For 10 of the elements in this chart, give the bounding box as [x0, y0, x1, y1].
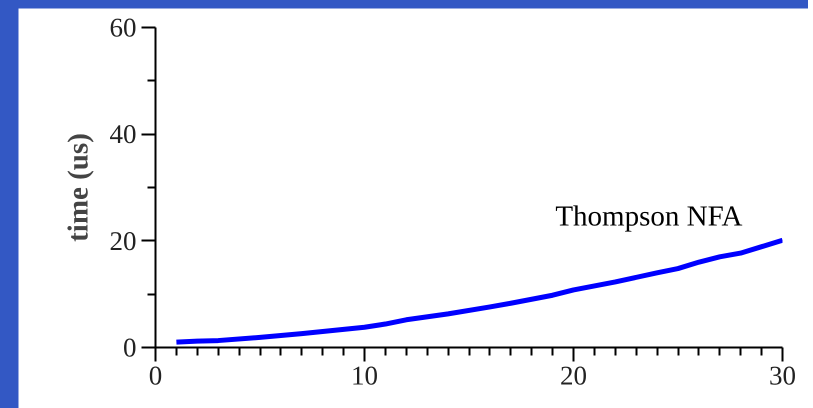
x-tick-label: 20: [560, 360, 587, 390]
y-tick-label: 60: [110, 12, 136, 42]
y-axis-title: time (us): [62, 133, 94, 242]
y-tick-label: 20: [110, 226, 136, 256]
y-tick-label: 40: [110, 119, 136, 150]
x-tick-label: 10: [351, 360, 378, 390]
x-tick-label: 0: [148, 360, 162, 390]
x-tick-label: 30: [769, 360, 796, 390]
y-tick-label: 0: [123, 332, 136, 362]
series-label: Thompson NFA: [555, 200, 743, 232]
